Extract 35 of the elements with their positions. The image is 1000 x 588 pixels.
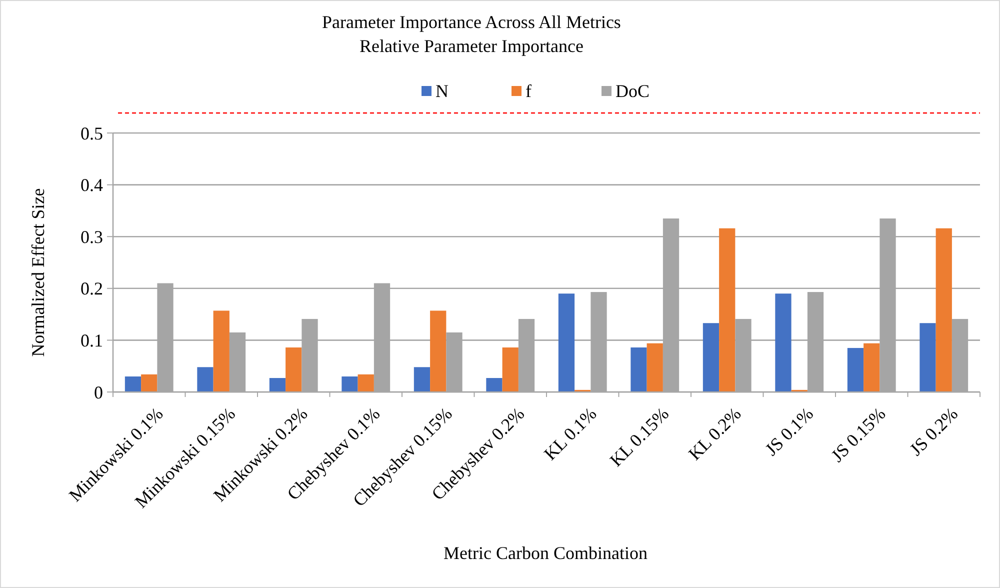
y-tick-label: 0.4: [80, 175, 103, 196]
bar: [213, 310, 230, 392]
chart-subtitle: Relative Parameter Importance: [360, 36, 584, 56]
y-tick-label: 0.5: [80, 123, 103, 144]
bar: [358, 374, 374, 392]
bar: [847, 348, 864, 392]
bar: [646, 343, 663, 392]
bar: [414, 367, 430, 392]
y-tick-label: 0.3: [80, 226, 103, 247]
legend-label: N: [436, 81, 448, 101]
y-axis-title: Normalized Effect Size: [28, 188, 48, 357]
bar: [269, 378, 286, 392]
bar: [719, 228, 736, 392]
bar: [920, 323, 936, 392]
chart-title: Parameter Importance Across All Metrics: [322, 12, 621, 32]
y-tick-label: 0: [94, 382, 103, 402]
bar: [486, 378, 502, 392]
bar: [775, 294, 792, 392]
bar: [558, 294, 575, 392]
bar: [864, 343, 880, 392]
bar: [430, 310, 446, 392]
bar: [502, 347, 518, 392]
bar: [342, 376, 358, 392]
bar: [286, 347, 302, 392]
legend-label: DoC: [616, 81, 650, 101]
bar: [630, 347, 647, 392]
y-tick-label: 0.2: [80, 278, 103, 299]
bar: [702, 323, 720, 392]
x-axis-title: Metric Carbon Combination: [444, 543, 648, 563]
bar: [936, 228, 952, 392]
bar: [197, 367, 214, 392]
legend-label: f: [526, 81, 532, 101]
y-tick-label: 0.1: [80, 330, 103, 350]
bar: [141, 374, 158, 392]
bar: [124, 376, 142, 392]
